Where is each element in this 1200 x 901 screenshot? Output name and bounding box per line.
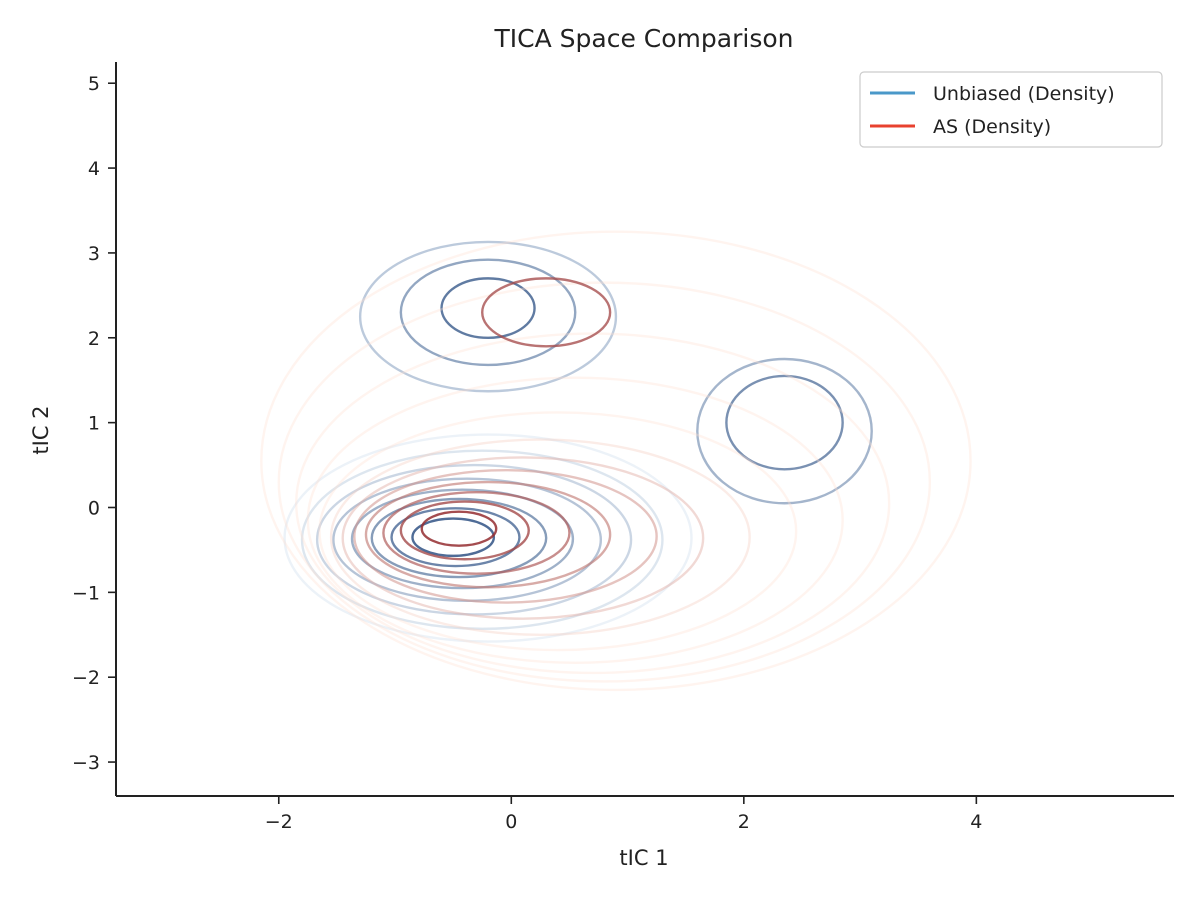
x-axis-label: tIC 1 bbox=[619, 846, 668, 870]
y-tick-label: 4 bbox=[88, 158, 100, 180]
y-tick-label: 2 bbox=[88, 328, 100, 350]
contour-level-1-2 bbox=[382, 491, 571, 575]
y-tick-label: 5 bbox=[88, 73, 100, 95]
chart-title: TICA Space Comparison bbox=[494, 24, 794, 53]
y-axis-label: tIC 2 bbox=[29, 405, 53, 454]
contour-level-1-8 bbox=[306, 376, 844, 664]
legend-box bbox=[859, 71, 1163, 148]
x-tick-label: 2 bbox=[738, 811, 750, 833]
axes: −2 0 2 4 −3 −2 −1 0 1 2 3 4 5 bbox=[72, 62, 1174, 833]
contour-series-1 bbox=[260, 230, 972, 692]
contour-level-1-10 bbox=[277, 281, 932, 683]
legend-label-unbiased: Unbiased (Density) bbox=[933, 83, 1115, 105]
legend-label-as: AS (Density) bbox=[933, 116, 1051, 138]
contour-level-1-5 bbox=[341, 456, 705, 620]
contour-level-0-11 bbox=[725, 374, 844, 471]
x-tick-label: −2 bbox=[265, 811, 293, 833]
contour-level-1-11 bbox=[260, 230, 972, 692]
contour-level-0-9 bbox=[399, 258, 577, 367]
contour-level-0-12 bbox=[696, 357, 873, 505]
contour-level-0-2 bbox=[370, 497, 548, 579]
contour-level-0-5 bbox=[315, 463, 633, 616]
x-tick-label: 0 bbox=[505, 811, 517, 833]
contour-level-1-0 bbox=[420, 510, 498, 547]
y-tick-label: 1 bbox=[88, 413, 100, 435]
y-ticks: −3 −2 −1 0 1 2 3 4 5 bbox=[72, 73, 116, 774]
contour-series-0 bbox=[283, 240, 873, 643]
x-tick-label: 4 bbox=[970, 811, 982, 833]
contour-level-1-4 bbox=[353, 468, 658, 604]
y-tick-label: −2 bbox=[72, 667, 100, 689]
contour-level-1-3 bbox=[364, 480, 612, 589]
contour-level-0-3 bbox=[350, 488, 575, 590]
contour-level-0-1 bbox=[390, 507, 521, 568]
contour-level-1-1 bbox=[399, 500, 530, 561]
contour-level-1-6 bbox=[329, 438, 751, 636]
contour-level-0-0 bbox=[411, 517, 496, 558]
plot-area bbox=[260, 230, 972, 692]
y-tick-label: 0 bbox=[88, 497, 100, 519]
y-tick-label: −1 bbox=[72, 582, 100, 604]
contour-level-0-10 bbox=[358, 240, 618, 393]
contour-level-1-9 bbox=[295, 332, 891, 675]
y-tick-label: −3 bbox=[72, 752, 100, 774]
x-ticks: −2 0 2 4 bbox=[265, 796, 982, 833]
y-tick-label: 3 bbox=[88, 243, 100, 265]
contour-level-0-8 bbox=[440, 277, 536, 339]
contour-level-1-12 bbox=[481, 277, 612, 348]
contour-level-0-7 bbox=[283, 433, 693, 643]
contour-level-0-6 bbox=[300, 449, 664, 631]
contour-level-1-7 bbox=[318, 411, 798, 652]
legend: Unbiased (Density) AS (Density) bbox=[859, 71, 1163, 148]
